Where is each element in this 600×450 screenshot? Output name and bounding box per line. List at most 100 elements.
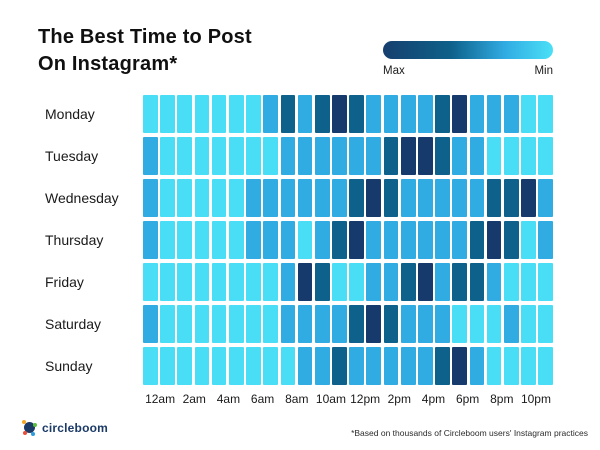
heatmap-cell [349, 263, 364, 301]
x-tick-label: 12am [145, 392, 176, 406]
heatmap-cell [228, 263, 244, 301]
heatmap-cell [486, 137, 502, 175]
heatmap-row: Wednesday [0, 179, 553, 217]
heatmap-cell [435, 305, 450, 343]
heatmap-cell [469, 179, 485, 217]
row-label: Wednesday [45, 190, 119, 206]
heatmap-cell [503, 95, 519, 133]
heatmap-cell [503, 305, 519, 343]
heatmap-cell [332, 305, 347, 343]
row-label: Friday [45, 274, 84, 290]
heatmap-cell [538, 179, 553, 217]
heatmap-cell [160, 263, 175, 301]
heatmap-cell [538, 347, 553, 385]
row-label: Saturday [45, 316, 102, 332]
heatmap-cell [418, 263, 433, 301]
heatmap-cell [366, 179, 382, 217]
x-tick-label: 6am [250, 392, 275, 406]
heatmap-cell [332, 95, 347, 133]
legend-labels: Max Min [383, 65, 553, 77]
heatmap-cell [486, 221, 502, 259]
heatmap-cell [332, 347, 347, 385]
heatmap-cell [211, 179, 227, 217]
heatmap-cell [297, 95, 313, 133]
heatmap-cell [246, 305, 261, 343]
heatmap-cell [160, 347, 175, 385]
heatmap-row: Tuesday [0, 137, 553, 175]
heatmap-cell [349, 179, 364, 217]
heatmap-cell [263, 137, 278, 175]
heatmap-cell [280, 263, 296, 301]
heatmap-cell [143, 305, 158, 343]
heatmap-cell [383, 179, 399, 217]
heatmap-row: Saturday [0, 305, 553, 343]
x-tick-label: 8pm [490, 392, 514, 406]
heatmap-row-cells [143, 347, 553, 385]
heatmap-cell [332, 221, 347, 259]
heatmap-cell [521, 263, 536, 301]
heatmap-cell [246, 263, 261, 301]
heatmap-cell [297, 347, 313, 385]
heatmap-cell [469, 221, 485, 259]
heatmap-cell [400, 179, 416, 217]
heatmap-cell [349, 305, 364, 343]
heatmap-cell [486, 347, 502, 385]
x-tick-label: 4am [216, 392, 241, 406]
heatmap-cell [503, 263, 519, 301]
heatmap-cell [263, 179, 278, 217]
heatmap-cell [469, 137, 485, 175]
heatmap-cell [228, 305, 244, 343]
heatmap-cell [314, 137, 330, 175]
heatmap-row: Sunday [0, 347, 553, 385]
heatmap-cell [452, 179, 468, 217]
heatmap-cell [314, 305, 330, 343]
heatmap-cell [366, 347, 382, 385]
legend-gradient-bar [383, 41, 553, 59]
heatmap-cell [452, 137, 468, 175]
heatmap-cell [228, 95, 244, 133]
heatmap-row-cells [143, 221, 553, 259]
heatmap-row: Thursday [0, 221, 553, 259]
x-axis: 12am 2am 4am 6am 8am 10am 12pm 2pm 4pm 6pm 8pm 10pm [143, 392, 553, 406]
heatmap-cell [503, 347, 519, 385]
heatmap-cell [486, 95, 502, 133]
heatmap-cell [366, 263, 382, 301]
heatmap-cell [400, 137, 416, 175]
heatmap-cell [263, 263, 278, 301]
heatmap-cell [418, 305, 433, 343]
footnote: *Based on thousands of Circleboom users'… [351, 428, 588, 438]
heatmap-cell [435, 95, 450, 133]
heatmap-cell [263, 221, 278, 259]
heatmap-cell [177, 347, 193, 385]
heatmap-cell [418, 179, 433, 217]
heatmap-cell [452, 263, 468, 301]
heatmap-cell [228, 137, 244, 175]
logo-text: circleboom [42, 420, 109, 435]
heatmap-cell [194, 305, 210, 343]
circleboom-logo: circleboom [22, 420, 109, 436]
heatmap-cell [435, 179, 450, 217]
x-tick-label: 6pm [455, 392, 480, 406]
heatmap-cell [160, 137, 175, 175]
heatmap-cell [349, 221, 364, 259]
heatmap-cell [297, 137, 313, 175]
heatmap-cell [297, 221, 313, 259]
heatmap-cell [314, 263, 330, 301]
logo-circle [24, 422, 35, 433]
heatmap-cell [418, 95, 433, 133]
heatmap-cell [314, 221, 330, 259]
heatmap-cell [452, 95, 468, 133]
heatmap-cell [469, 305, 485, 343]
heatmap-cell [194, 221, 210, 259]
heatmap-cell [263, 347, 278, 385]
heatmap-cell [521, 137, 536, 175]
heatmap-cell [366, 305, 382, 343]
heatmap-cell [263, 305, 278, 343]
logo-dot-orange [22, 420, 26, 424]
heatmap-cell [332, 137, 347, 175]
heatmap-cell [246, 137, 261, 175]
heatmap-cell [143, 221, 158, 259]
x-tick-label: 10pm [520, 392, 551, 406]
heatmap-cell [400, 221, 416, 259]
heatmap-cell [349, 95, 364, 133]
